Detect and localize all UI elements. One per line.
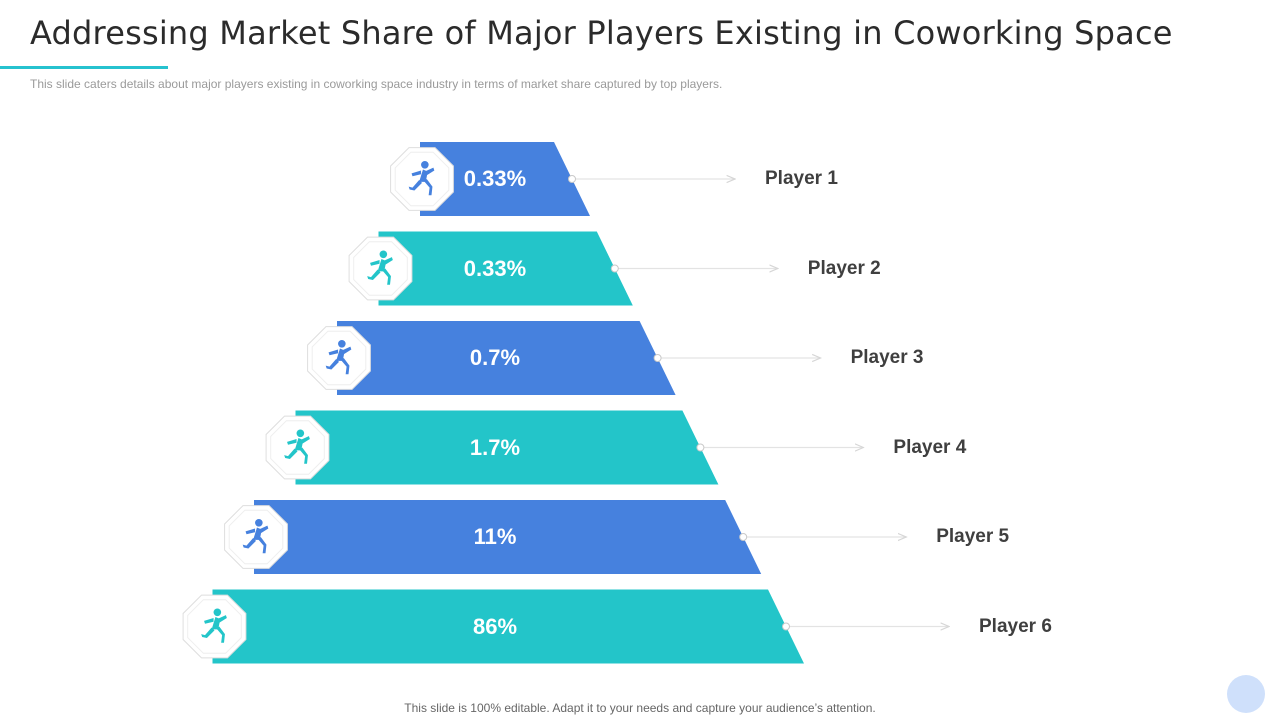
connector-dot xyxy=(696,443,705,452)
connector-dot xyxy=(568,175,576,183)
tier-bar xyxy=(295,410,719,485)
connector-dot xyxy=(610,264,619,273)
tier-value-3: 0.7% xyxy=(469,345,521,370)
player-label-4: Player 4 xyxy=(893,436,967,458)
page-title: Addressing Market Share of Major Players… xyxy=(30,14,1173,52)
tier-value-2: 0.33% xyxy=(463,255,527,281)
player-label-6: Player 6 xyxy=(979,615,1052,637)
connector-dot xyxy=(739,533,748,541)
corner-decoration xyxy=(1227,675,1265,713)
tier-bar xyxy=(337,321,676,395)
page-subtitle: This slide caters details about major pl… xyxy=(30,77,723,91)
player-label-2: Player 2 xyxy=(807,257,881,279)
player-label-1: Player 1 xyxy=(765,168,838,189)
pyramid-tier-2 xyxy=(348,231,778,306)
tier-value-4: 1.7% xyxy=(469,434,521,460)
title-underline xyxy=(0,66,168,69)
pyramid-tier-5 xyxy=(224,500,907,574)
pyramid-tier-3 xyxy=(307,321,821,395)
tier-value-6: 86% xyxy=(472,613,518,639)
tier-bar xyxy=(254,500,762,574)
pyramid-tier-4 xyxy=(265,410,863,485)
connector-dot xyxy=(782,622,790,631)
tier-bar xyxy=(420,142,590,216)
tier-value-5: 11% xyxy=(473,524,517,549)
player-label-3: Player 3 xyxy=(850,347,924,368)
footer-note: This slide is 100% editable. Adapt it to… xyxy=(404,701,876,715)
tier-bar xyxy=(378,231,633,306)
connector-dot xyxy=(653,354,662,362)
tier-bar xyxy=(212,589,804,664)
pyramid-tier-6 xyxy=(182,589,949,664)
tier-value-1: 0.33% xyxy=(463,166,527,191)
player-label-5: Player 5 xyxy=(936,526,1010,547)
pyramid-tier-1 xyxy=(390,142,735,216)
